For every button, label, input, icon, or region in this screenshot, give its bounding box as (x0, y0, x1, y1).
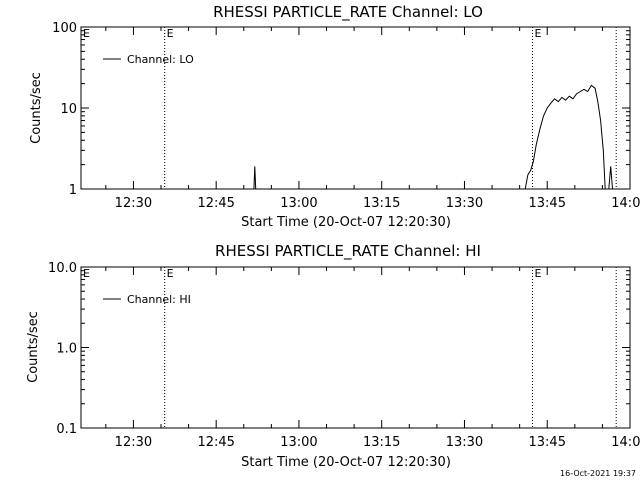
lo-x-tick-label: 13:30 (446, 196, 483, 211)
lo-x-tick-label: 13:15 (363, 196, 400, 211)
hi-y-tick-label: 10.0 (48, 261, 77, 276)
hi-y-axis-label: Counts/sec (26, 311, 41, 383)
lo-series-line (524, 84, 606, 190)
hi-legend-label: Channel: HI (127, 293, 191, 306)
hi-y-tick-label: 0.1 (56, 422, 77, 437)
lo-x-tick-label: 12:30 (115, 196, 152, 211)
lo-series-line (608, 166, 613, 190)
lo-event-marker-label: E (83, 27, 90, 40)
hi-x-tick-label: 12:45 (197, 435, 234, 450)
hi-event-marker-label: E (535, 267, 542, 280)
hi-x-tick-label: 13:30 (446, 435, 483, 450)
lo-x-tick-label: 13:45 (529, 196, 566, 211)
hi-x-tick-label: 13:15 (363, 435, 400, 450)
lo-chart-title: RHESSI PARTICLE_RATE Channel: LO (213, 3, 483, 22)
lo-y-axis-label: Counts/sec (29, 72, 44, 144)
lo-event-marker-label: E (535, 27, 542, 40)
lo-legend-label: Channel: LO (127, 53, 194, 66)
hi-event-marker-label: E (83, 267, 90, 280)
lo-x-tick-label: 12:45 (197, 196, 234, 211)
hi-x-tick-label: 12:30 (115, 435, 152, 450)
lo-x-tick-label: 14:00 (611, 196, 640, 211)
hi-y-tick-label: 1.0 (56, 342, 77, 357)
lo-y-tick-label: 1 (69, 183, 77, 198)
hi-channel-panel: RHESSI PARTICLE_RATE Channel: HI Counts/… (26, 242, 640, 470)
hi-x-tick-label: 14:00 (611, 435, 640, 450)
hi-x-tick-label: 13:00 (280, 435, 317, 450)
lo-x-axis-label: Start Time (20-Oct-07 12:20:30) (241, 215, 451, 230)
lo-y-tick-label: 100 (52, 21, 77, 36)
hi-x-tick-label: 13:45 (529, 435, 566, 450)
lo-series-line (253, 166, 257, 190)
lo-channel-panel: RHESSI PARTICLE_RATE Channel: LO Counts/… (29, 3, 640, 230)
hi-x-axis-label: Start Time (20-Oct-07 12:20:30) (241, 455, 451, 470)
lo-x-tick-label: 13:00 (280, 196, 317, 211)
lo-y-tick-label: 10 (60, 102, 77, 117)
lo-event-marker-label: E (167, 27, 174, 40)
hi-chart-title: RHESSI PARTICLE_RATE Channel: HI (215, 242, 481, 261)
footer-timestamp: 16-Oct-2021 19:37 (560, 469, 636, 478)
hi-event-marker-label: E (167, 267, 174, 280)
